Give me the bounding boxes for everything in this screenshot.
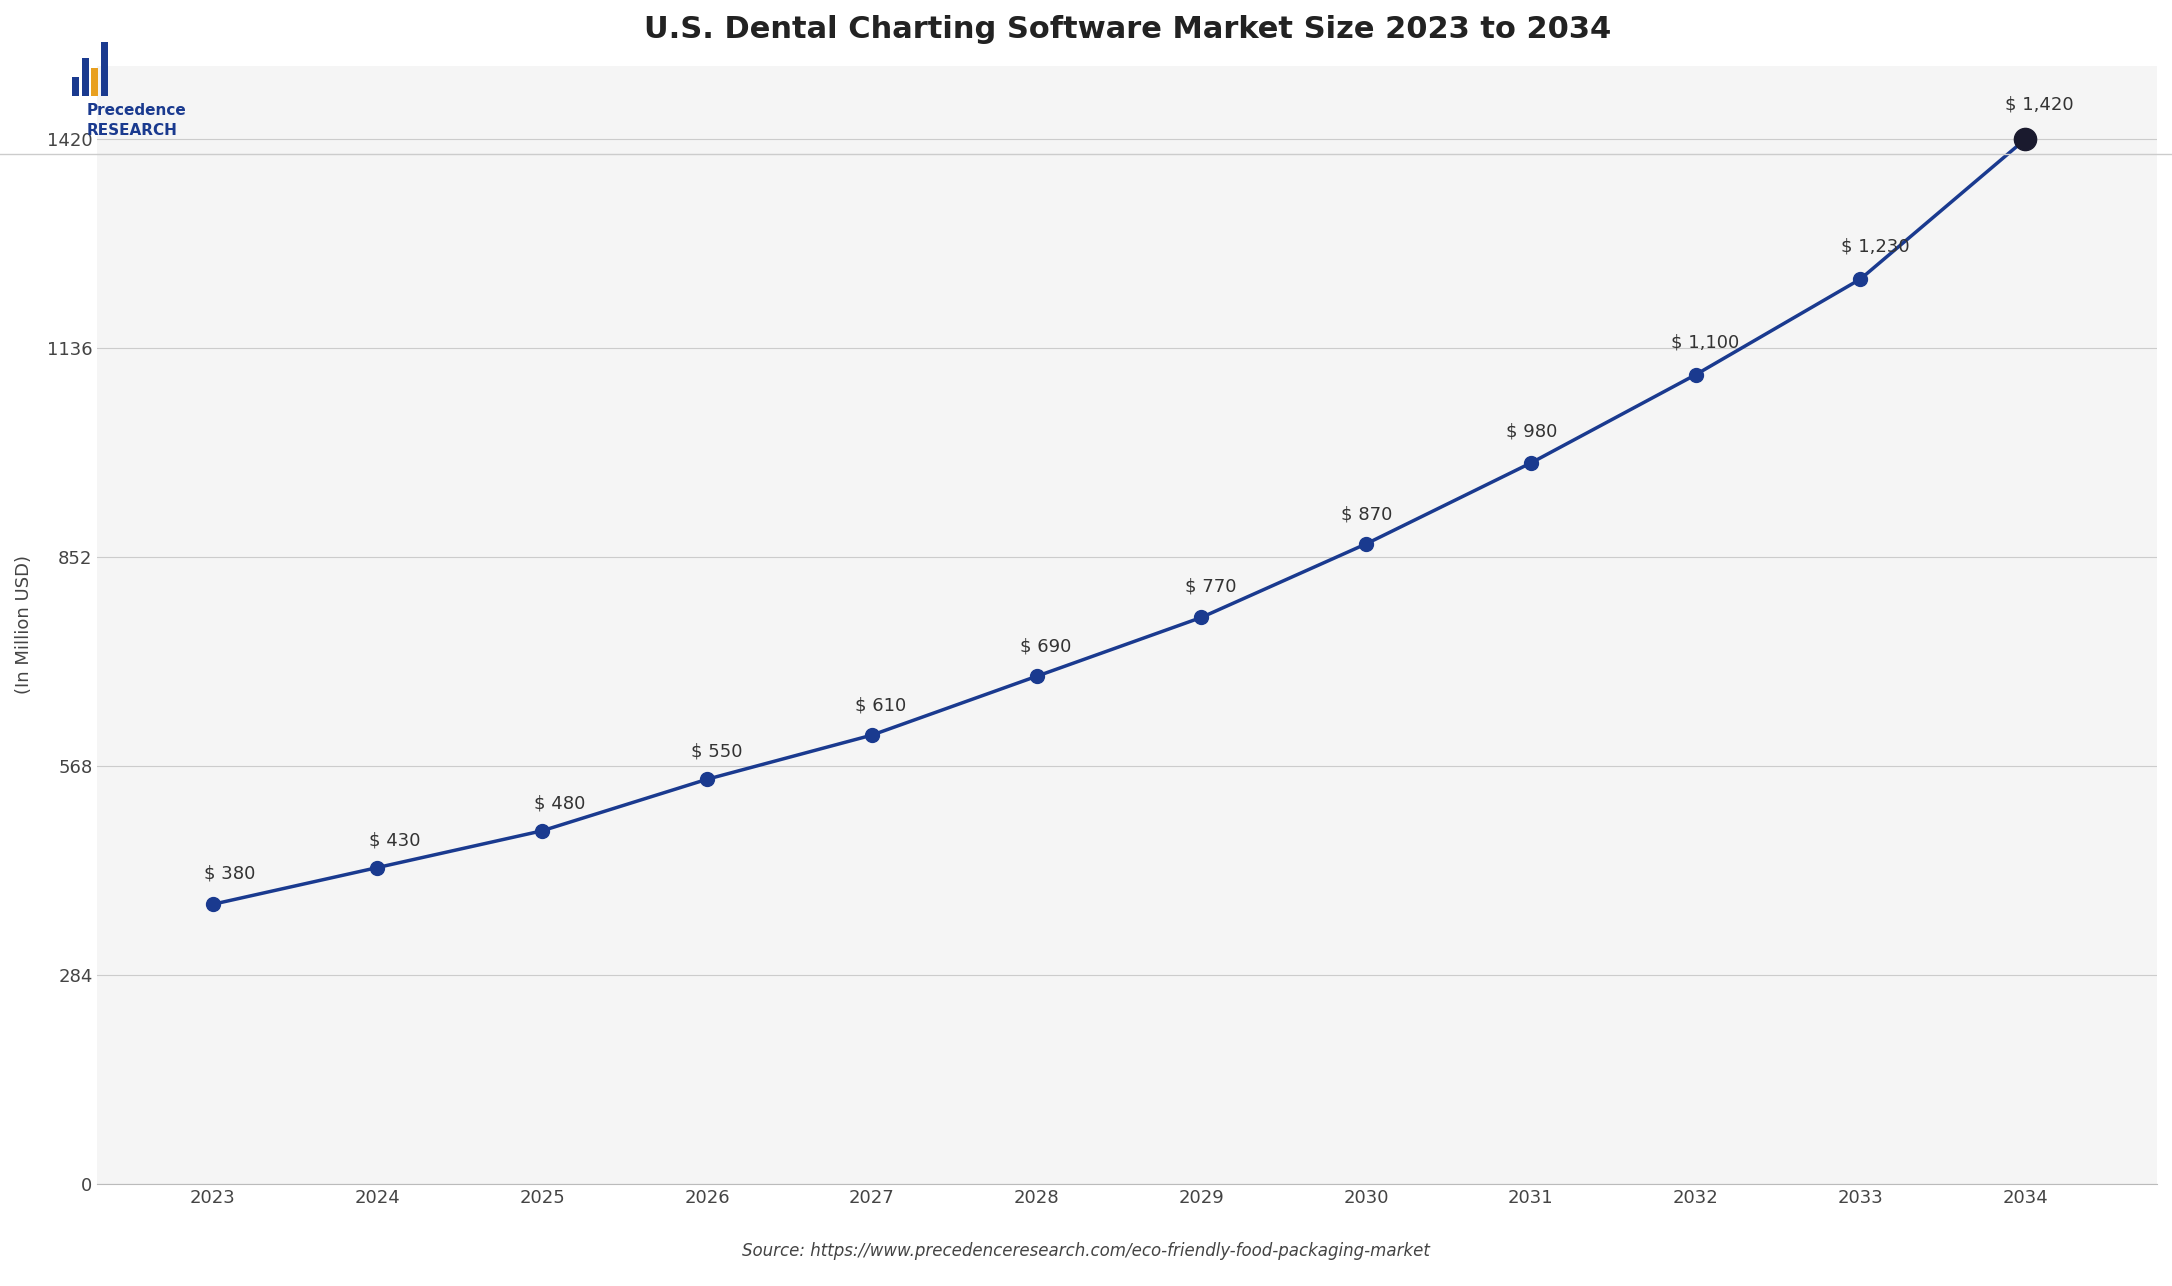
Text: $ 430: $ 430 bbox=[369, 831, 421, 849]
Text: $ 980: $ 980 bbox=[1505, 423, 1557, 441]
Text: $ 1,420: $ 1,420 bbox=[2005, 95, 2074, 113]
Text: $ 480: $ 480 bbox=[534, 795, 586, 813]
Text: $ 610: $ 610 bbox=[856, 697, 906, 715]
Bar bbox=[83, 58, 89, 96]
Bar bbox=[91, 67, 98, 96]
Bar bbox=[72, 77, 78, 96]
Text: $ 1,100: $ 1,100 bbox=[1670, 333, 1740, 351]
Text: $ 770: $ 770 bbox=[1186, 577, 1236, 595]
Text: $ 380: $ 380 bbox=[204, 864, 256, 882]
Text: $ 870: $ 870 bbox=[1342, 505, 1392, 523]
Text: Source: https://www.precedenceresearch.com/eco-friendly-food-packaging-market: Source: https://www.precedenceresearch.c… bbox=[743, 1242, 1429, 1260]
Bar bbox=[100, 42, 109, 96]
Text: Precedence
RESEARCH: Precedence RESEARCH bbox=[87, 103, 187, 138]
Y-axis label: (In Million USD): (In Million USD) bbox=[15, 556, 33, 694]
Text: $ 550: $ 550 bbox=[691, 743, 743, 761]
Text: $ 1,230: $ 1,230 bbox=[1840, 238, 1909, 256]
Title: U.S. Dental Charting Software Market Size 2023 to 2034: U.S. Dental Charting Software Market Siz… bbox=[643, 15, 1612, 44]
Text: $ 690: $ 690 bbox=[1021, 638, 1071, 656]
